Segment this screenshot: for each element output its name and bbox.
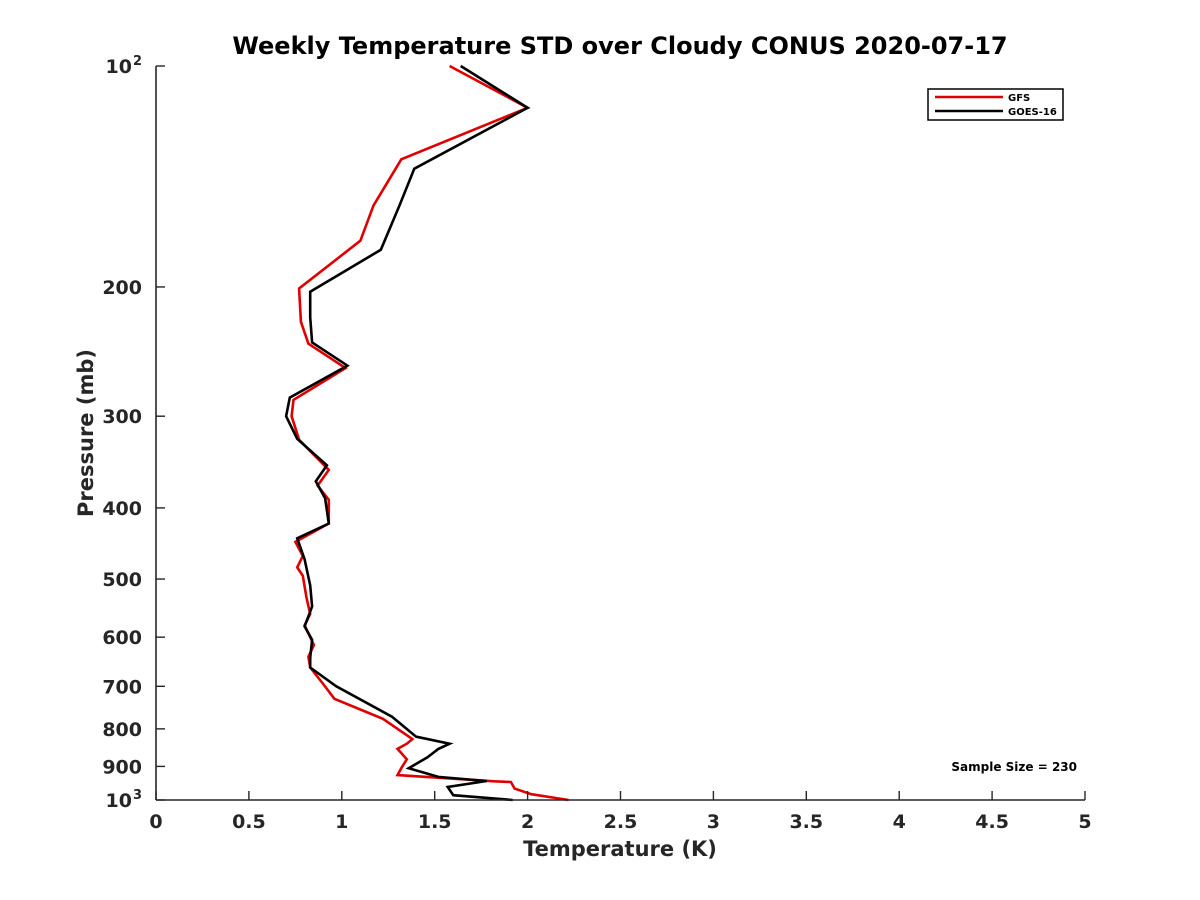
y-tick-label: 400: [102, 498, 142, 520]
y-tick-exponent: 3: [133, 788, 142, 803]
y-tick-label: 300: [102, 406, 142, 428]
x-tick-label: 5: [1078, 811, 1091, 833]
y-tick-label: 600: [102, 627, 142, 649]
y-tick-label: 200: [102, 277, 142, 299]
x-tick-label: 1.5: [418, 811, 452, 833]
x-tick-label: 3: [707, 811, 720, 833]
x-tick-label: 2.5: [604, 811, 638, 833]
y-tick-exponent: 2: [133, 54, 142, 69]
x-tick-label: 0: [149, 811, 162, 833]
y-tick-label: 500: [102, 569, 142, 591]
x-tick-label: 4: [893, 811, 906, 833]
x-tick-label: 2: [521, 811, 534, 833]
legend-label-goes16: GOES-16: [1008, 107, 1057, 118]
legend-box: [927, 88, 1064, 121]
x-tick-label: 4.5: [975, 811, 1009, 833]
legend: GFS GOES-16: [927, 88, 1064, 121]
sample-size-annotation: Sample Size = 230: [951, 760, 1077, 774]
y-tick-label: 900: [102, 756, 142, 778]
x-axis-title: Temperature (K): [523, 837, 717, 861]
y-tick-label: 700: [102, 676, 142, 698]
chart-title: Weekly Temperature STD over Cloudy CONUS…: [232, 32, 1007, 60]
plot-series: [284, 64, 569, 802]
series-line-goes16: [284, 64, 531, 802]
y-tick-label: 10: [106, 56, 132, 78]
y-tick-label: 10: [106, 790, 132, 812]
series-line-gfs: [290, 64, 569, 802]
y-axis-title: Pressure (mb): [74, 349, 98, 517]
legend-label-gfs: GFS: [1008, 93, 1030, 104]
x-tick-label: 3.5: [789, 811, 823, 833]
y-tick-label: 800: [102, 719, 142, 741]
x-ticks: 0 0.5 1 1.5 2 2.5 3 3.5 4 4.5 5: [149, 791, 1092, 833]
x-tick-label: 1: [335, 811, 348, 833]
x-tick-label: 0.5: [232, 811, 266, 833]
